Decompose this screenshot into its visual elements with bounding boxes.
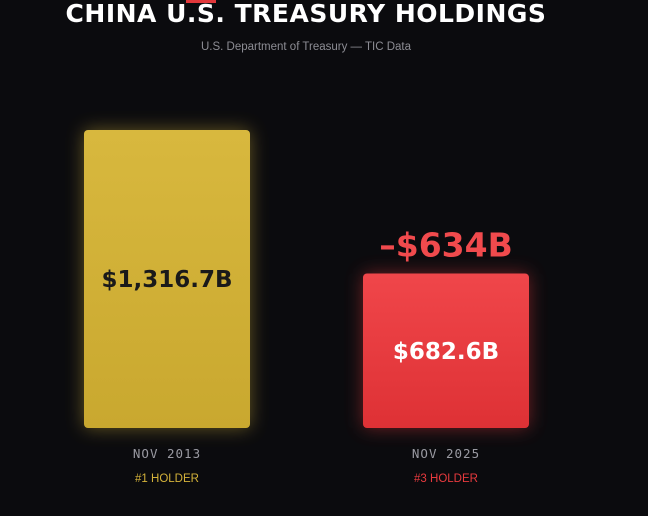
change-annotation: –$634B (379, 226, 513, 265)
bar-value-label-nov-2025: $682.6B (393, 339, 499, 365)
bar-nov-2013 (84, 130, 250, 428)
bar-nov-2025 (363, 273, 529, 428)
category-label-nov-2013: NOV 2013 (133, 446, 201, 461)
category-label-nov-2025: NOV 2025 (412, 446, 480, 461)
rank-label-nov-2025: #3 HOLDER (414, 473, 478, 485)
bar-value-label-nov-2013: $1,316.7B (101, 267, 232, 293)
page-subtitle: U.S. Department of Treasury — TIC Data (200, 41, 412, 53)
rank-label-nov-2013: #1 HOLDER (135, 473, 199, 485)
page-title: CHINA U.S. TREASURY HOLDINGS (65, 0, 547, 28)
title-accent-mark (186, 0, 216, 3)
